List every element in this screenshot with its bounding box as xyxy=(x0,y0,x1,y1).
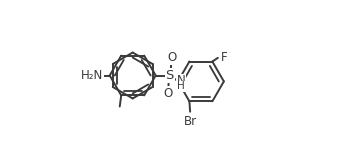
Text: O: O xyxy=(167,51,177,64)
Text: N: N xyxy=(177,74,186,87)
Text: F: F xyxy=(221,51,227,64)
Text: Br: Br xyxy=(183,115,197,128)
Text: H₂N: H₂N xyxy=(81,69,104,82)
Text: S: S xyxy=(166,69,174,82)
Text: H: H xyxy=(177,81,185,91)
Text: O: O xyxy=(163,87,172,100)
